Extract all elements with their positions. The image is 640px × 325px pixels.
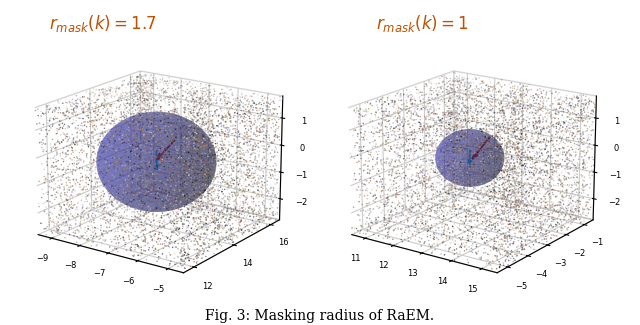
Text: Fig. 3: Masking radius of RaEM.: Fig. 3: Masking radius of RaEM. bbox=[205, 309, 435, 323]
Text: $r_{mask}(k) = 1$: $r_{mask}(k) = 1$ bbox=[376, 13, 468, 34]
Text: $r_{mask}(k) = 1.7$: $r_{mask}(k) = 1.7$ bbox=[49, 13, 156, 34]
